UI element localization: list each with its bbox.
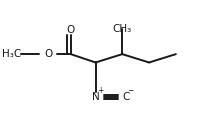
Text: CH₃: CH₃: [113, 24, 132, 34]
Text: N: N: [92, 92, 99, 102]
Text: O: O: [44, 49, 52, 59]
Text: C: C: [123, 92, 130, 102]
Text: −: −: [127, 86, 134, 95]
Text: O: O: [67, 25, 75, 35]
Text: H₃C: H₃C: [2, 49, 21, 59]
Text: +: +: [97, 86, 103, 95]
